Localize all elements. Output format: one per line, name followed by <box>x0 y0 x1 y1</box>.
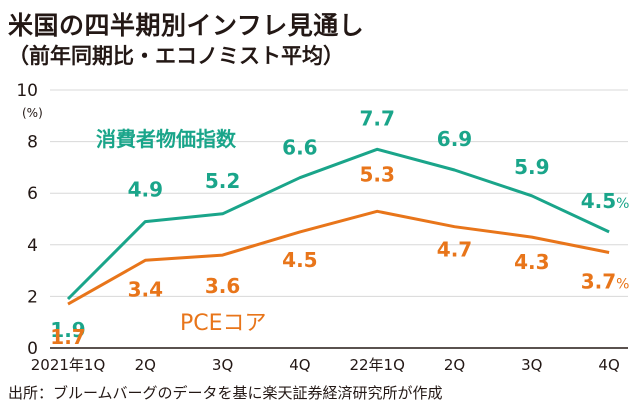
x-tick-label: 22年1Q <box>349 356 404 374</box>
x-tick-label: 4Q <box>289 356 310 374</box>
data-label: 3.7% <box>581 270 630 294</box>
y-tick-label: 8 <box>27 133 38 153</box>
x-tick-label: 2Q <box>444 356 465 374</box>
data-label: 5.9 <box>514 155 549 179</box>
x-tick-label: 2Q <box>135 356 156 374</box>
data-label: 4.9 <box>128 178 163 202</box>
series-line <box>67 209 610 306</box>
source-note: 出所：ブルームバーグのデータを基に楽天証券経済研究所が作成 <box>8 384 443 402</box>
y-tick-label: 10 <box>16 81 38 101</box>
data-label: 3.4 <box>128 277 163 301</box>
data-label: 7.7 <box>359 106 394 130</box>
data-label: 5.3 <box>359 162 394 186</box>
data-label: 4.3 <box>514 250 549 274</box>
data-label-unit: % <box>616 277 629 293</box>
y-tick-label: 4 <box>27 236 38 256</box>
chart-subtitle: （前年同期比・エコノミスト平均） <box>8 44 344 68</box>
y-tick-label: 2 <box>27 287 38 307</box>
x-tick-label: 2021年1Q <box>31 356 106 374</box>
chart-title: 米国の四半期別インフレ見通し <box>8 11 365 40</box>
data-label: 4.5 <box>282 248 317 272</box>
x-tick-label: 3Q <box>212 356 233 374</box>
data-label: 6.9 <box>437 127 472 151</box>
data-label: 5.2 <box>205 169 240 193</box>
y-tick-label: 6 <box>27 184 38 204</box>
data-label: 4.5% <box>581 189 630 213</box>
y-unit-label: (%) <box>22 106 43 120</box>
data-label: 6.6 <box>282 136 317 160</box>
data-label-unit: % <box>616 196 629 212</box>
data-label: 1.7 <box>50 325 85 349</box>
x-tick-label: 4Q <box>598 356 619 374</box>
legend-label-cpi: 消費者物価指数 <box>96 127 237 151</box>
data-label: 3.6 <box>205 274 240 298</box>
series-line <box>66 147 610 301</box>
legend-label-pce: PCEコア <box>180 311 267 336</box>
x-tick-label: 3Q <box>521 356 542 374</box>
y-tick-label: 0 <box>27 339 38 359</box>
data-label: 1.9 <box>50 318 85 342</box>
data-label: 4.7 <box>437 238 472 262</box>
